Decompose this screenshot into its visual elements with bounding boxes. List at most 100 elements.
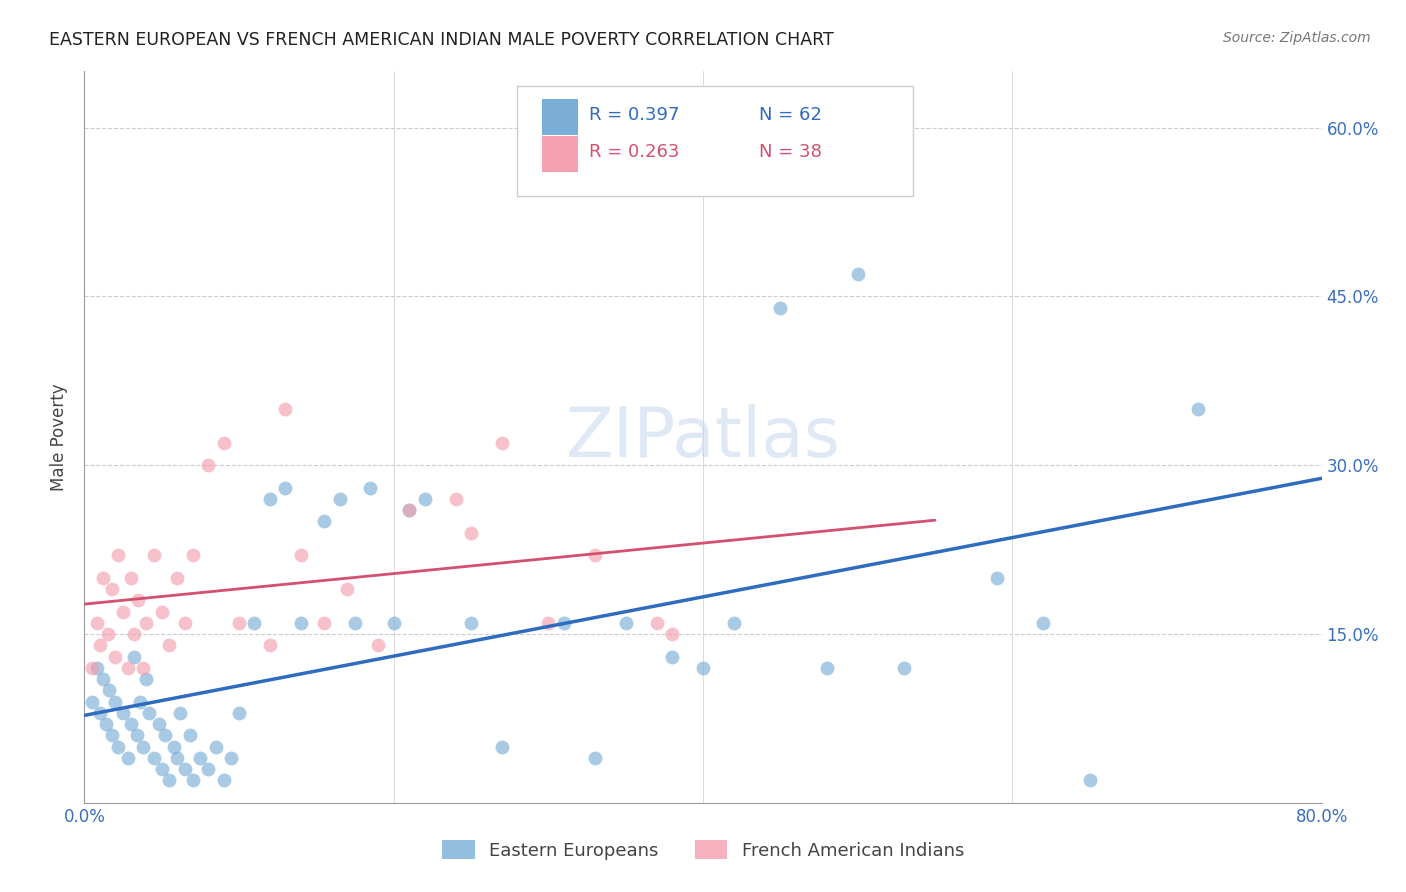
- Point: [104, 694, 127, 708]
- Point: [112, 706, 135, 720]
- Point: [104, 649, 127, 664]
- Text: EASTERN EUROPEAN VS FRENCH AMERICAN INDIAN MALE POVERTY CORRELATION CHART: EASTERN EUROPEAN VS FRENCH AMERICAN INDI…: [49, 31, 834, 49]
- Text: N = 62: N = 62: [759, 106, 821, 124]
- Point: [360, 481, 382, 495]
- Point: [197, 458, 219, 473]
- Point: [169, 706, 191, 720]
- Point: [91, 672, 114, 686]
- Point: [197, 762, 219, 776]
- Point: [174, 615, 197, 630]
- Point: [125, 728, 148, 742]
- Point: [122, 649, 145, 664]
- Point: [135, 615, 157, 630]
- Text: ZIPatlas: ZIPatlas: [565, 403, 841, 471]
- Point: [344, 615, 367, 630]
- Point: [148, 717, 170, 731]
- Point: [94, 717, 117, 731]
- Point: [274, 401, 297, 416]
- FancyBboxPatch shape: [543, 136, 578, 171]
- Point: [107, 548, 129, 562]
- Point: [661, 649, 683, 664]
- Point: [86, 615, 108, 630]
- Point: [413, 491, 436, 506]
- Point: [98, 683, 121, 698]
- Point: [553, 615, 575, 630]
- Point: [221, 751, 243, 765]
- Point: [166, 571, 188, 585]
- Point: [135, 672, 157, 686]
- Point: [723, 615, 745, 630]
- Point: [314, 615, 336, 630]
- Point: [82, 661, 104, 675]
- Point: [692, 661, 714, 675]
- Point: [150, 762, 173, 776]
- Point: [228, 706, 250, 720]
- Point: [491, 435, 513, 450]
- Point: [398, 503, 420, 517]
- Point: [107, 739, 129, 754]
- Point: [205, 739, 228, 754]
- Point: [143, 751, 166, 765]
- Legend: Eastern Europeans, French American Indians: Eastern Europeans, French American India…: [434, 833, 972, 867]
- FancyBboxPatch shape: [517, 86, 914, 195]
- Point: [132, 661, 155, 675]
- Point: [259, 491, 281, 506]
- Point: [259, 638, 281, 652]
- Point: [614, 615, 637, 630]
- Point: [129, 694, 152, 708]
- Point: [290, 615, 312, 630]
- Point: [846, 267, 869, 281]
- Point: [314, 515, 336, 529]
- Point: [986, 571, 1008, 585]
- Point: [120, 571, 142, 585]
- Text: N = 38: N = 38: [759, 143, 821, 161]
- Point: [1032, 615, 1054, 630]
- Point: [444, 491, 467, 506]
- Point: [159, 638, 181, 652]
- Point: [274, 481, 297, 495]
- Point: [132, 739, 155, 754]
- Point: [122, 627, 145, 641]
- Point: [86, 661, 108, 675]
- Point: [159, 773, 181, 788]
- Point: [128, 593, 150, 607]
- Y-axis label: Male Poverty: Male Poverty: [51, 384, 69, 491]
- Point: [101, 582, 124, 596]
- Point: [583, 751, 606, 765]
- Point: [153, 728, 176, 742]
- Point: [174, 762, 197, 776]
- Point: [138, 706, 160, 720]
- Point: [1078, 773, 1101, 788]
- Point: [329, 491, 352, 506]
- Point: [120, 717, 142, 731]
- Point: [163, 739, 186, 754]
- Point: [181, 773, 204, 788]
- Point: [1187, 401, 1209, 416]
- Point: [150, 605, 173, 619]
- Point: [290, 548, 312, 562]
- Point: [367, 638, 389, 652]
- Point: [117, 661, 139, 675]
- Point: [491, 739, 513, 754]
- Point: [893, 661, 915, 675]
- Point: [89, 706, 111, 720]
- Text: R = 0.397: R = 0.397: [589, 106, 679, 124]
- Point: [243, 615, 266, 630]
- Point: [336, 582, 359, 596]
- Point: [179, 728, 201, 742]
- Point: [91, 571, 114, 585]
- Point: [212, 435, 235, 450]
- Point: [645, 615, 668, 630]
- Point: [181, 548, 204, 562]
- Point: [661, 627, 683, 641]
- Point: [460, 615, 482, 630]
- Point: [188, 751, 212, 765]
- Point: [89, 638, 111, 652]
- Point: [112, 605, 135, 619]
- Point: [815, 661, 838, 675]
- Point: [143, 548, 166, 562]
- Point: [228, 615, 250, 630]
- Text: R = 0.263: R = 0.263: [589, 143, 679, 161]
- Point: [537, 615, 560, 630]
- Point: [101, 728, 124, 742]
